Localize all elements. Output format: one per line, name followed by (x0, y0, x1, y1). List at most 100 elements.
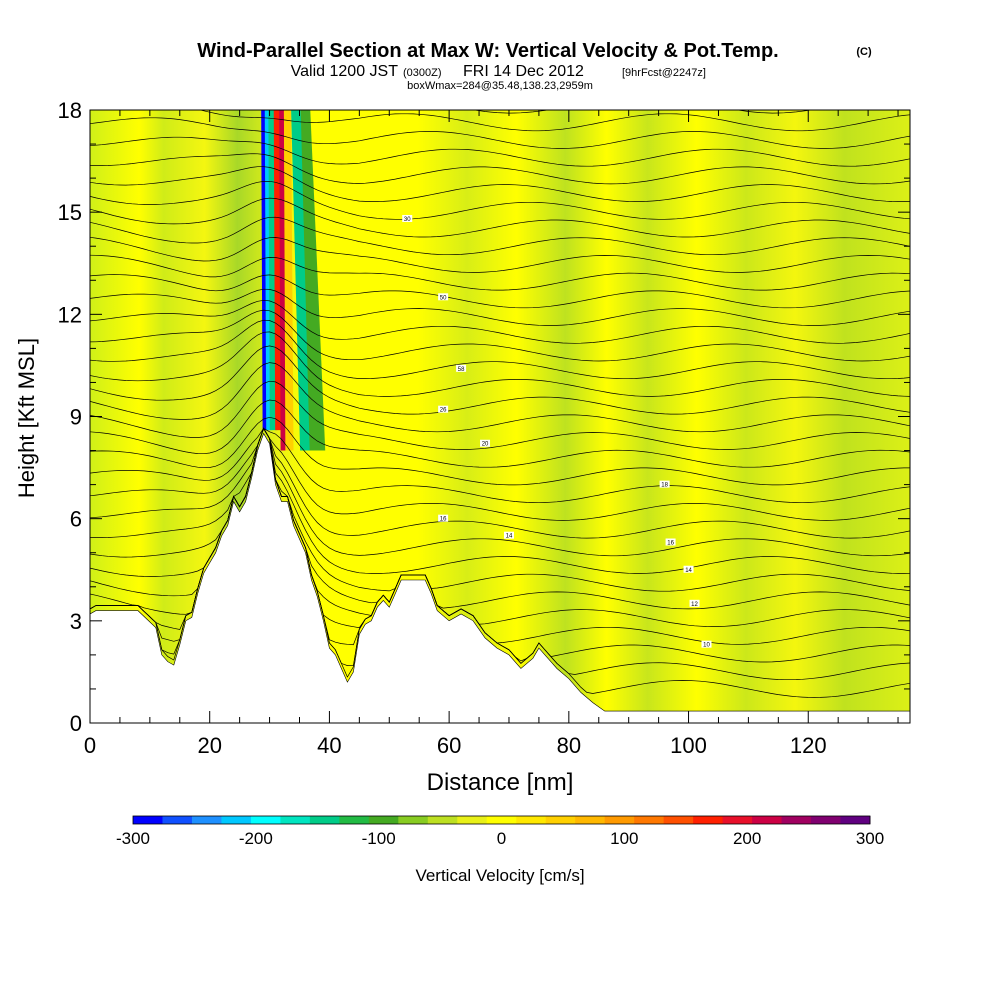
colorbar-swatch (427, 816, 458, 824)
y-tick-label: 6 (70, 507, 82, 532)
isentrope-label-box (438, 293, 449, 301)
isentrope-label-box (689, 599, 700, 607)
colorbar-swatch (309, 816, 340, 824)
isentrope-line (90, 345, 910, 415)
colorbar-tick-label: -300 (116, 829, 150, 848)
isentrope-line (90, 197, 910, 238)
isentrope-labels: 30 50 58 26 20 16 14 18 16 14 12 10 (402, 214, 712, 649)
plume-band (300, 110, 326, 451)
x-tick-label: 20 (197, 733, 221, 758)
isentrope-line (90, 331, 910, 397)
isentrope-line (90, 299, 910, 344)
colorbar-swatch (162, 816, 193, 824)
terrain-mask (90, 432, 910, 723)
colorbar-swatch (752, 816, 783, 824)
colorbar-swatch (398, 816, 429, 824)
y-tick-label: 0 (70, 711, 82, 736)
isentrope-label-box (665, 538, 676, 546)
isentrope-line (90, 399, 910, 468)
colorbar-tick-label: 100 (610, 829, 638, 848)
isentrope-line (90, 380, 910, 450)
colorbar-tick-label: 200 (733, 829, 761, 848)
colorbar-swatch (368, 816, 399, 824)
colorbar-swatch (575, 816, 606, 824)
x-tick-label: 40 (317, 733, 341, 758)
isentrope-line (90, 216, 910, 256)
x-tick-label: 120 (790, 733, 827, 758)
isentrope-label-box (683, 565, 694, 573)
isentrope-line (90, 427, 910, 521)
isentrope-line (90, 309, 910, 362)
isentrope-line (90, 288, 910, 326)
isentrope-label-box (438, 514, 449, 522)
colorbar-swatch (840, 816, 871, 824)
isentrope-label: 50 (440, 295, 447, 301)
isentrope-label: 12 (691, 602, 698, 608)
isentrope-label: 30 (404, 217, 411, 223)
isentrope-line (90, 427, 910, 574)
isentrope-label-box (503, 531, 514, 539)
isentrope-label-box (659, 480, 670, 488)
colorbar-swatch (781, 816, 812, 824)
isentrope-label: 14 (685, 568, 692, 574)
y-tick-label: 9 (70, 405, 82, 430)
valid-date: FRI 14 Dec 2012 (463, 63, 584, 80)
colorbar-swatch (604, 816, 635, 824)
y-tick-label: 15 (58, 200, 82, 225)
isentrope-contours (90, 110, 910, 698)
colorbar-swatch (516, 816, 547, 824)
colorbar-swatch (133, 816, 163, 824)
isentrope-line (90, 362, 910, 433)
colorbar: -300 -200 -100 0 100 200 300 (116, 815, 884, 848)
y-tick-label: 3 (70, 609, 82, 634)
x-tick-label: 0 (84, 733, 96, 758)
isentrope-line (472, 110, 814, 114)
valid-zulu: (0300Z) (403, 67, 442, 79)
isentrope-line (90, 427, 910, 557)
box-info: boxWmax=284@35.48,138.23,2959m (407, 80, 593, 92)
isentrope-label-box (480, 439, 491, 447)
isentrope-line (90, 416, 910, 486)
isentrope-label: 58 (458, 367, 465, 373)
isentrope-label: 26 (440, 408, 447, 414)
isentrope-line (199, 110, 910, 132)
colorbar-frame (132, 815, 871, 825)
colorbar-tick-label: -100 (362, 829, 396, 848)
colorbar-tick-label: -200 (239, 829, 273, 848)
x-tick-label: 100 (670, 733, 707, 758)
isentrope-label: 16 (667, 541, 674, 547)
y-tick-label: 12 (58, 302, 82, 327)
colorbar-swatch (693, 816, 724, 824)
x-axis: 0 20 40 60 80 100 120 (84, 110, 899, 758)
colorbar-tick-label: 0 (497, 829, 506, 848)
isentrope-label-box (456, 364, 467, 372)
plume-band (283, 110, 294, 451)
isentrope-line (90, 236, 910, 273)
isentrope-label: 10 (703, 643, 710, 649)
isentrope-label: 18 (661, 483, 668, 489)
forecast-tag: [9hrFcst@2247z] (622, 67, 706, 79)
x-axis-label: Distance [nm] (427, 769, 574, 796)
colorbar-swatch (486, 816, 517, 824)
isentrope-line (90, 274, 910, 309)
isentrope-line (90, 319, 910, 380)
colorbar-swatch (457, 816, 488, 824)
isentrope-line (90, 136, 910, 167)
isentrope-line (90, 166, 910, 202)
x-tick-label: 80 (557, 733, 581, 758)
isentrope-label: 14 (506, 534, 513, 540)
isentrope-line (90, 427, 910, 504)
isentrope-label-box (402, 214, 413, 222)
isentrope-label: 20 (482, 442, 489, 448)
colorbar-tick-label: 300 (856, 829, 884, 848)
y-axis: 0 3 6 9 12 15 18 (58, 98, 910, 736)
isentrope-label-box (701, 640, 712, 648)
colorbar-swatch (634, 816, 665, 824)
copyright-mark: (C) (856, 46, 872, 58)
colorbar-swatch (545, 816, 576, 824)
colorbar-label: Vertical Velocity [cm/s] (415, 866, 584, 885)
isentrope-label-box (438, 405, 449, 413)
y-axis-label: Height [Kft MSL] (14, 338, 39, 498)
colorbar-swatch (191, 816, 222, 824)
